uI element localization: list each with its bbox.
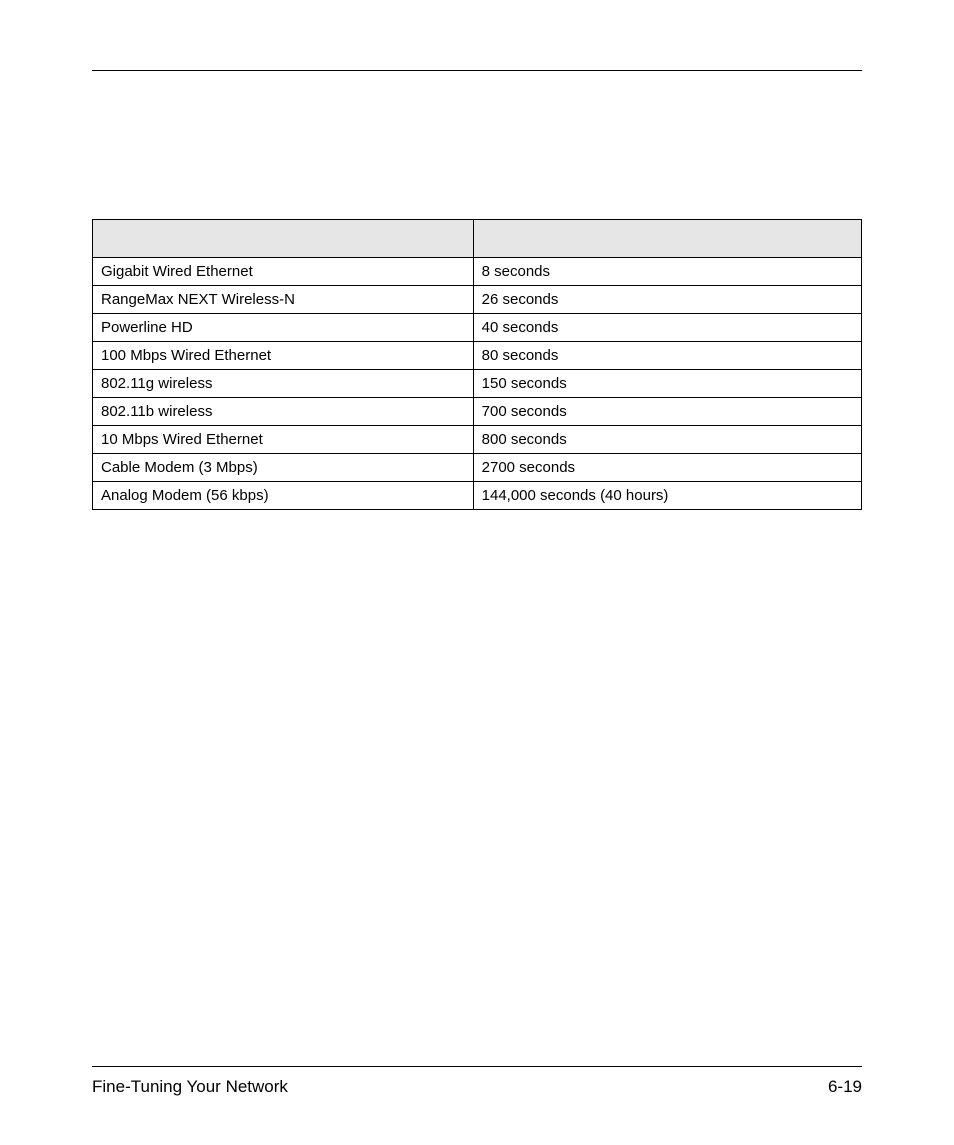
table-cell: 8 seconds <box>473 258 861 286</box>
table-cell: 10 Mbps Wired Ethernet <box>93 426 474 454</box>
table-row: Powerline HD 40 seconds <box>93 314 862 342</box>
top-horizontal-rule <box>92 70 862 71</box>
table-row: Gigabit Wired Ethernet 8 seconds <box>93 258 862 286</box>
table-cell: 802.11b wireless <box>93 398 474 426</box>
table-cell: RangeMax NEXT Wireless-N <box>93 286 474 314</box>
table-row: Analog Modem (56 kbps) 144,000 seconds (… <box>93 482 862 510</box>
table-row: 10 Mbps Wired Ethernet 800 seconds <box>93 426 862 454</box>
table-cell: Gigabit Wired Ethernet <box>93 258 474 286</box>
table-cell: 26 seconds <box>473 286 861 314</box>
table-row: Cable Modem (3 Mbps) 2700 seconds <box>93 454 862 482</box>
transfer-time-table: Gigabit Wired Ethernet 8 seconds RangeMa… <box>92 219 862 510</box>
table-header-cell <box>473 220 861 258</box>
table-cell: 100 Mbps Wired Ethernet <box>93 342 474 370</box>
table-cell: 144,000 seconds (40 hours) <box>473 482 861 510</box>
table-row: RangeMax NEXT Wireless-N 26 seconds <box>93 286 862 314</box>
table-row: 802.11g wireless 150 seconds <box>93 370 862 398</box>
table-cell: 800 seconds <box>473 426 861 454</box>
table-cell: Cable Modem (3 Mbps) <box>93 454 474 482</box>
table-cell: 802.11g wireless <box>93 370 474 398</box>
footer-horizontal-rule <box>92 1066 862 1067</box>
table-header-cell <box>93 220 474 258</box>
footer-page-number: 6-19 <box>828 1077 862 1097</box>
table-cell: Powerline HD <box>93 314 474 342</box>
table-cell: 700 seconds <box>473 398 861 426</box>
table-cell: 150 seconds <box>473 370 861 398</box>
footer-section-title: Fine-Tuning Your Network <box>92 1077 288 1097</box>
table-row: 802.11b wireless 700 seconds <box>93 398 862 426</box>
table-cell: 40 seconds <box>473 314 861 342</box>
table-header-row <box>93 220 862 258</box>
table-cell: 80 seconds <box>473 342 861 370</box>
page-footer: Fine-Tuning Your Network 6-19 <box>92 1066 862 1097</box>
table-cell: Analog Modem (56 kbps) <box>93 482 474 510</box>
table-cell: 2700 seconds <box>473 454 861 482</box>
table-row: 100 Mbps Wired Ethernet 80 seconds <box>93 342 862 370</box>
